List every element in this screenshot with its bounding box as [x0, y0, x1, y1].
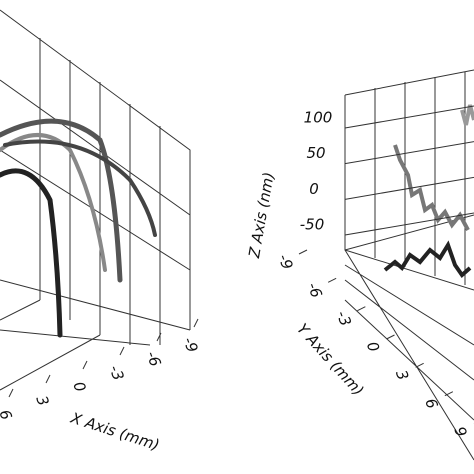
- tick-mark: [193, 318, 199, 328]
- z-tick-label: 50: [306, 144, 325, 162]
- tick-mark: [8, 388, 14, 398]
- z-axis-label: Z Axis (nm): [245, 171, 278, 261]
- grid-line: [344, 176, 474, 200]
- tick-mark: [327, 277, 337, 283]
- right-box: [344, 69, 474, 461]
- z-tick-label: -50: [300, 216, 325, 234]
- x-tick-label: -3: [105, 363, 127, 383]
- y-tick-label: 0: [363, 339, 383, 354]
- tick-mark: [386, 334, 395, 340]
- x-tick-label: 3: [32, 393, 52, 408]
- tick-mark: [444, 391, 454, 397]
- y-tick-label: -3: [333, 308, 355, 328]
- grid-line: [344, 105, 474, 129]
- x-tick-label: 6: [0, 407, 16, 422]
- y-tick-label: 3: [392, 368, 412, 383]
- tick-mark: [357, 306, 366, 312]
- tick-mark: [156, 332, 162, 342]
- x-tick-label: -6: [142, 349, 164, 369]
- z-tick-label: 0: [309, 180, 319, 198]
- y-tick-label: 6: [421, 396, 441, 411]
- tick-mark: [415, 362, 424, 368]
- tick-mark: [298, 249, 308, 255]
- tick-mark: [45, 374, 51, 384]
- y-tick-label: -9: [274, 252, 296, 272]
- tick-mark: [119, 346, 125, 356]
- y-axis-label: Y Axis (mm): [293, 320, 367, 399]
- x-axis-label: X Axis (mm): [68, 408, 162, 454]
- tick-mark: [82, 360, 88, 370]
- grid-line: [344, 212, 474, 236]
- y-tick-label: -6: [304, 280, 326, 300]
- left-traces: [0, 118, 157, 338]
- grid-line: [344, 141, 474, 165]
- right-traces: [383, 104, 474, 278]
- left-box: [0, 9, 191, 391]
- x-tick-label: -9: [179, 335, 201, 355]
- z-tick-label: 100: [304, 109, 333, 127]
- x-tick-label: 0: [69, 379, 89, 394]
